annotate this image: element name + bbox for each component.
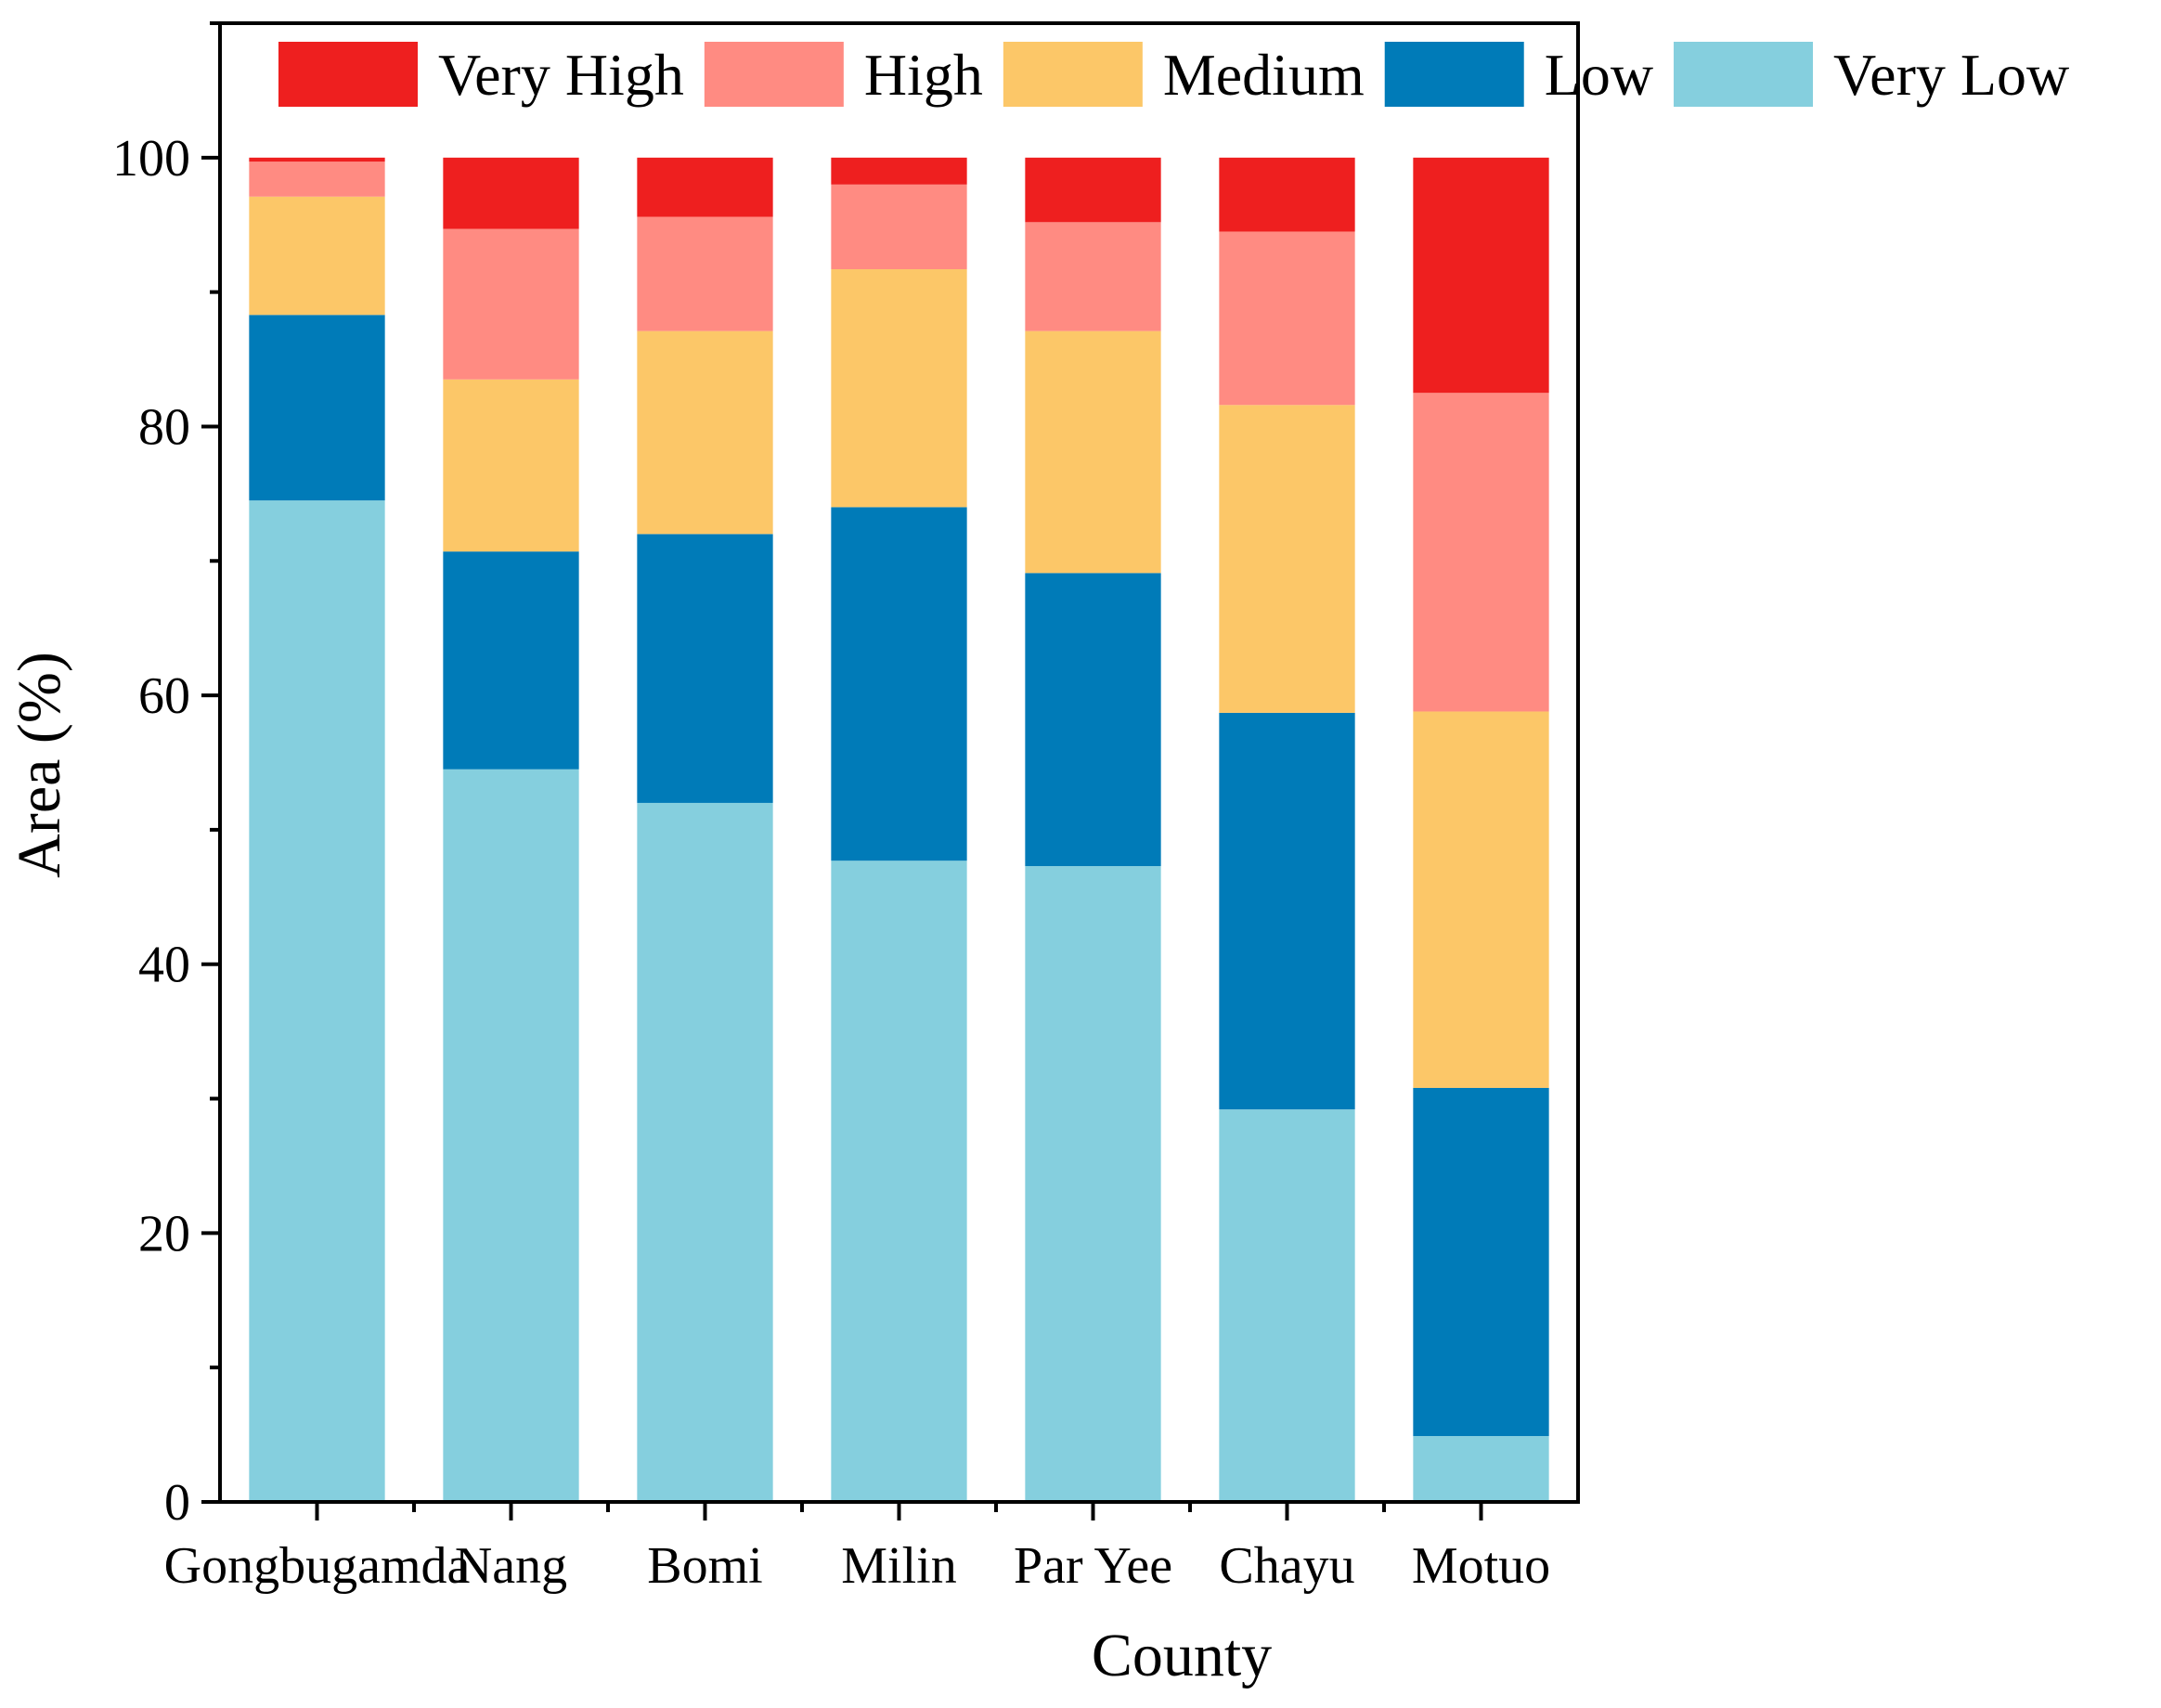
legend-label: High — [864, 42, 983, 108]
x-axis-title: County — [1092, 1622, 1272, 1689]
bar-segment-very-high — [249, 157, 385, 162]
y-tick-label: 20 — [138, 1205, 190, 1262]
bar-segment-low — [831, 507, 967, 861]
bar-segment-very-low — [1219, 1109, 1355, 1502]
y-tick-label: 80 — [138, 398, 190, 456]
legend-label: Very Low — [1833, 42, 2069, 108]
bar-segment-medium — [443, 379, 579, 552]
bar-segment-low — [1413, 1087, 1549, 1437]
bar-segment-high — [831, 184, 967, 270]
bar-segment-very-low — [1025, 866, 1161, 1502]
x-category-label: Gongbugamda — [164, 1537, 471, 1595]
legend-swatch-very-high — [278, 42, 418, 107]
bar-segment-low — [443, 551, 579, 770]
x-category-label: Nang — [455, 1537, 567, 1595]
bar-segment-high — [1025, 222, 1161, 331]
bar-segment-medium — [249, 196, 385, 316]
bar-segment-medium — [831, 269, 967, 508]
bar-segment-low — [249, 315, 385, 501]
bar-segment-very-high — [637, 157, 773, 217]
legend-swatch-very-low — [1674, 42, 1814, 107]
x-category-label: Par Yee — [1014, 1537, 1172, 1595]
bar-segment-very-low — [637, 802, 773, 1502]
bar-segment-high — [249, 162, 385, 197]
bar-segment-very-low — [443, 769, 579, 1502]
y-tick-label: 0 — [164, 1474, 190, 1532]
legend: Very High High Medium Low Very Low — [278, 42, 2069, 108]
legend-label: Low — [1545, 42, 1653, 108]
y-tick-label: 100 — [112, 130, 190, 188]
bar-segment-high — [637, 216, 773, 331]
bar-segment-high — [1413, 393, 1549, 712]
x-category-label: Chayu — [1219, 1537, 1354, 1595]
bar-segment-very-high — [443, 157, 579, 229]
y-axis-title: Area (%) — [6, 652, 73, 878]
bars-layer — [249, 157, 1549, 1502]
bar-segment-low — [1025, 573, 1161, 867]
bar-segment-very-low — [249, 500, 385, 1502]
bar-segment-low — [637, 534, 773, 803]
legend-label: Very High — [438, 42, 684, 108]
x-category-label: Milin — [841, 1537, 956, 1595]
y-tick-label: 60 — [138, 667, 190, 725]
legend-swatch-medium — [1003, 42, 1143, 107]
bar-segment-very-high — [1413, 157, 1549, 394]
bar-segment-medium — [1025, 330, 1161, 574]
x-category-label: Bomi — [647, 1537, 762, 1595]
bar-segment-very-high — [1219, 157, 1355, 232]
bar-segment-low — [1219, 712, 1355, 1110]
x-category-label: Motuo — [1412, 1537, 1550, 1595]
bar-segment-very-low — [831, 860, 967, 1502]
bar-segment-high — [443, 228, 579, 380]
bar-segment-very-low — [1413, 1436, 1549, 1502]
y-tick-label: 40 — [138, 937, 190, 994]
legend-swatch-high — [704, 42, 844, 107]
bar-segment-medium — [1413, 711, 1549, 1088]
bar-segment-medium — [1219, 405, 1355, 713]
bar-segment-very-high — [831, 157, 967, 185]
legend-label: Medium — [1163, 42, 1365, 108]
bar-segment-very-high — [1025, 157, 1161, 223]
legend-swatch-low — [1384, 42, 1524, 107]
bar-segment-medium — [637, 330, 773, 535]
bar-segment-high — [1219, 231, 1355, 406]
